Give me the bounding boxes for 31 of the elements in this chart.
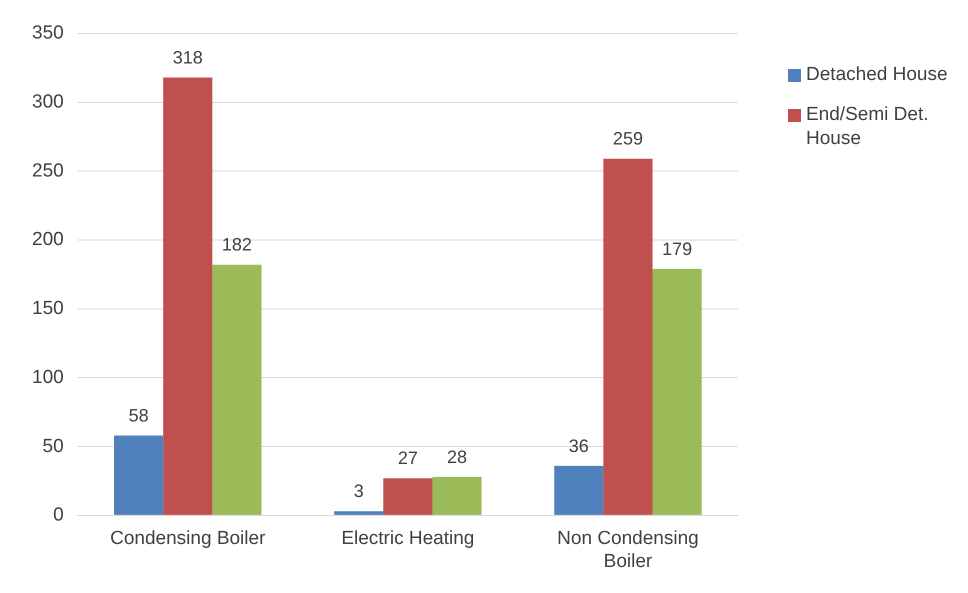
x-tick-label: Electric Heating xyxy=(341,528,474,550)
x-tick-label: Condensing Boiler xyxy=(110,528,266,550)
bar xyxy=(652,268,702,515)
data-label: 182 xyxy=(222,234,252,255)
y-tick-label: 100 xyxy=(32,366,64,388)
bar xyxy=(212,264,262,515)
bar xyxy=(432,476,482,515)
data-label: 36 xyxy=(568,436,589,456)
legend-label: Detached House xyxy=(806,63,948,87)
y-tick-label: 150 xyxy=(32,298,64,320)
bar xyxy=(554,466,604,515)
y-tick-label: 0 xyxy=(53,504,64,526)
bar xyxy=(603,158,653,515)
y-tick-label: 50 xyxy=(42,436,64,457)
y-tick-label: 200 xyxy=(32,229,64,250)
legend-label: End/Semi Det. House xyxy=(806,103,930,151)
data-label: 58 xyxy=(128,405,149,426)
data-label: 318 xyxy=(172,47,203,68)
x-tick-label: Non Condensing Boiler xyxy=(557,528,699,572)
bar xyxy=(114,436,164,515)
bar xyxy=(383,478,432,515)
data-label: 259 xyxy=(612,128,643,149)
data-label: 179 xyxy=(662,238,692,259)
y-tick-label: 250 xyxy=(32,160,64,182)
y-tick-label: 350 xyxy=(32,22,64,44)
bar xyxy=(334,511,384,515)
data-label: 28 xyxy=(446,446,468,467)
data-label: 27 xyxy=(398,448,418,468)
bar xyxy=(163,77,212,515)
y-tick-label: 300 xyxy=(32,91,64,112)
data-label: 3 xyxy=(354,481,364,502)
